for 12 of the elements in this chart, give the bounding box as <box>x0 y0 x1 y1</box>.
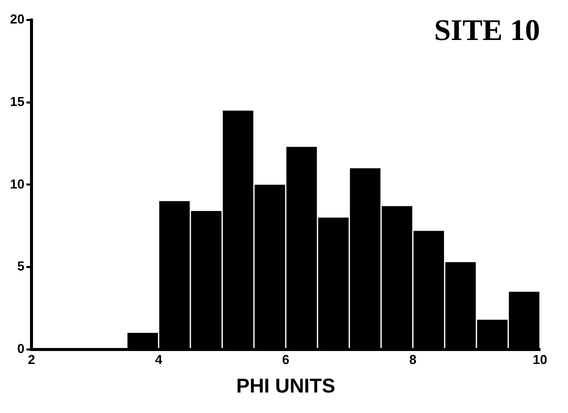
y-tick-label: 20 <box>10 12 24 27</box>
x-tick-label: 10 <box>532 352 548 367</box>
x-tick-label: 2 <box>28 352 36 367</box>
x-axis-title: PHI UNITS <box>236 376 336 398</box>
x-tick-label: 6 <box>282 352 290 367</box>
x-tick-label: 4 <box>154 352 163 367</box>
y-tick-label: 5 <box>17 258 24 274</box>
y-tick-label: 10 <box>10 176 24 192</box>
x-tick-label: 8 <box>409 352 416 367</box>
y-tick-label: 15 <box>10 94 24 109</box>
y-tick-label: 0 <box>17 340 24 356</box>
chart-title: SITE 10 <box>434 14 540 47</box>
